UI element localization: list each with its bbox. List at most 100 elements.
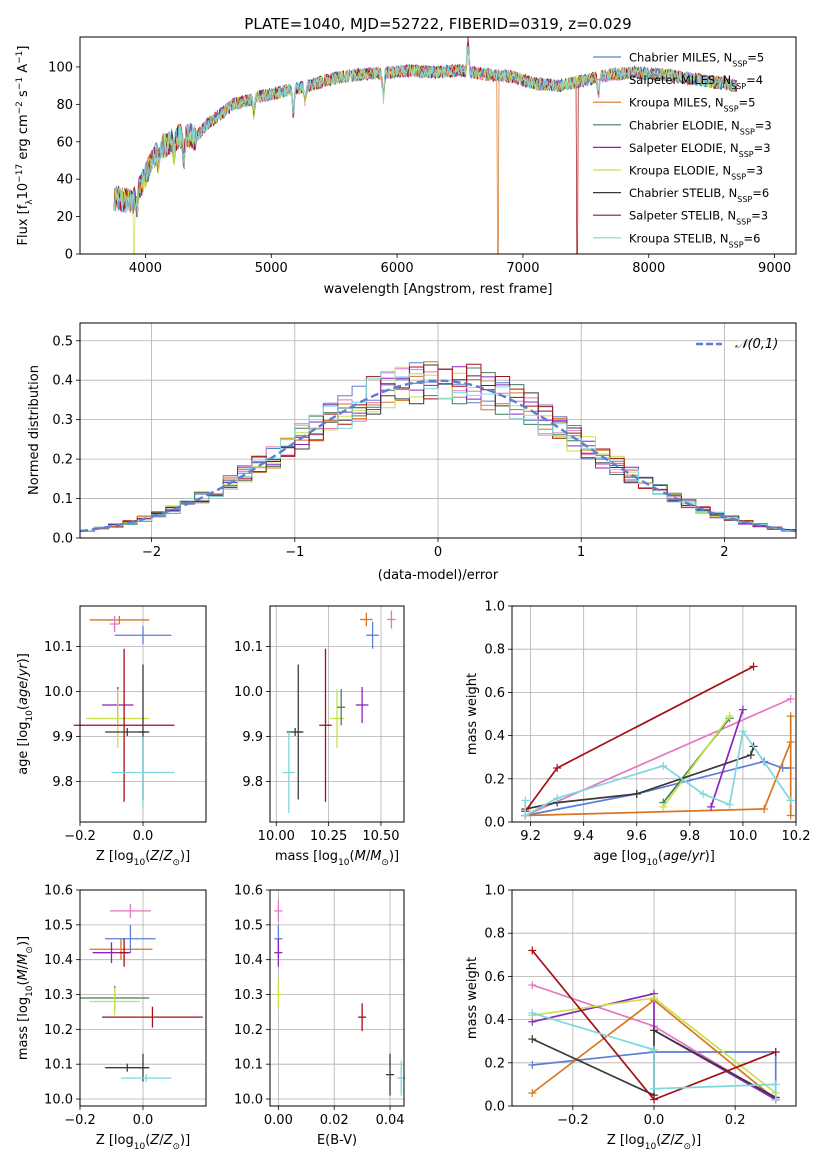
y-tick-label: 10.0 (234, 685, 263, 700)
y-tick-label: 10.0 (44, 685, 73, 700)
y-axis-label: mass weight (465, 957, 480, 1039)
legend-entry: Kroupa MILES, NSSP=5 (629, 96, 756, 114)
panel-frame (79, 605, 207, 823)
plot-layer: 4000 5000 6000 7000 8000 9000020406080100Chab… (15, 36, 810, 1152)
x-tick-label: 9000 (758, 261, 791, 276)
y-tick-label: 0.4 (484, 729, 505, 744)
normal-curve (79, 379, 797, 533)
weight-line-5 (710, 709, 744, 808)
spectrum-legend: Chabrier MILES, NSSP=5 Salpeter MILES, NS… (593, 51, 772, 249)
legend-entry: Salpeter MILES, NSSP=4 (629, 73, 763, 91)
y-tick-label: 10.2 (234, 1023, 263, 1038)
y-tick-label: 10.1 (44, 1058, 73, 1073)
x-tick-label: 8000 (632, 261, 665, 276)
x-axis-label: E(B-V) (317, 1133, 357, 1148)
y-tick-label: 10.4 (234, 953, 263, 968)
y-tick-label: 0.8 (484, 927, 505, 942)
panel-6: −0.2 0.0 10.0 10.1 10.2 10.3 10.4 10.5 10.6 (44, 884, 206, 1128)
x-axis-label: (data-model)/error (378, 568, 499, 583)
x-tick-label: 0.0 (133, 1113, 154, 1128)
x-tick-label: 7000 (506, 261, 539, 276)
y-tick-label: 0.6 (484, 970, 505, 985)
errorbar-group (73, 615, 175, 809)
y-axis-label: age [log10(age/yr)] (16, 653, 35, 775)
x-tick-label: 10.2 (782, 829, 811, 844)
y-tick-label: 10.2 (44, 1023, 73, 1038)
y-tick-label: 0.8 (484, 643, 505, 658)
y-tick-label: 10.5 (234, 918, 263, 933)
panel-8: −0.2 0.0 0.2 0.0 0.2 0.4 0.6 0.8 1.0 (484, 884, 796, 1128)
legend-entry: Kroupa STELIB, NSSP=6 (629, 231, 761, 249)
y-tick-label: 0.2 (484, 772, 505, 787)
panel-frame (79, 889, 207, 1107)
x-tick-label: 0.02 (320, 1113, 349, 1128)
x-tick-label: 9.2 (520, 829, 541, 844)
x-tick-label: 9.6 (626, 829, 647, 844)
y-axis-label: mass [log10(M/M⊙)] (16, 936, 35, 1060)
weight-line-1 (532, 1051, 777, 1100)
y-tick-label: 10.1 (44, 640, 73, 655)
y-tick-label: 0.2 (52, 453, 73, 468)
y-tick-label: 1.0 (484, 600, 505, 615)
x-tick-label: 0.04 (376, 1113, 405, 1128)
x-tick-label: 0.2 (725, 1113, 746, 1128)
x-axis-label: Z [log10(Z/Z⊙)] (96, 849, 190, 868)
x-tick-label: 10.50 (362, 829, 399, 844)
errorbar-group (80, 903, 203, 1083)
y-tick-label: 0.0 (484, 816, 505, 831)
x-axis-label: Z [log10(Z/Z⊙)] (96, 1133, 190, 1152)
panel-5: 9.2 9.4 9.6 9.8 10.0 10.2 0.0 0.2 0.4 0.6 0.8 1.0 (484, 600, 810, 845)
panel-frame (79, 36, 797, 255)
weight-line-8 (524, 665, 754, 812)
legend-entry: Chabrier MILES, NSSP=5 (629, 51, 764, 69)
panel-frame (79, 322, 797, 539)
x-axis-label: Z [log10(Z/Z⊙)] (607, 1133, 701, 1152)
y-tick-label: 80 (56, 98, 73, 113)
x-tick-label: 9.8 (679, 829, 700, 844)
errorbar-group (274, 900, 406, 1096)
x-tick-label: −1 (285, 545, 304, 560)
x-tick-label: 0.0 (644, 1113, 665, 1128)
y-tick-label: 0 (65, 248, 73, 263)
legend-entry: Chabrier STELIB, NSSP=6 (629, 186, 769, 204)
x-tick-label: 0.0 (133, 829, 154, 844)
x-tick-label: 2 (720, 545, 728, 560)
y-tick-label: 10.1 (234, 1058, 263, 1073)
histogram-series-9 (79, 371, 797, 538)
y-tick-label: 10.3 (234, 988, 263, 1003)
x-tick-label: 5000 (255, 261, 288, 276)
y-tick-label: 0.5 (52, 334, 73, 349)
y-axis-label: Normed distribution (27, 365, 42, 495)
y-tick-label: 100 (48, 60, 73, 75)
weight-lines-group (528, 946, 780, 1104)
x-tick-label: −0.2 (557, 1113, 589, 1128)
panel-4: 10.00 10.25 10.50 9.8 9.9 10.0 10.1 (234, 606, 404, 844)
y-tick-label: 10.3 (44, 988, 73, 1003)
weight-line-6 (662, 715, 731, 808)
y-tick-label: 60 (56, 135, 73, 150)
y-tick-label: 0.4 (52, 374, 73, 389)
y-tick-label: 40 (56, 173, 73, 188)
weight-line-1 (525, 760, 791, 817)
weight-line-4 (532, 992, 777, 1101)
y-tick-label: 10.4 (44, 953, 73, 968)
legend-entry: Salpeter ELODIE, NSSP=3 (629, 141, 771, 159)
y-tick-label: 10.0 (234, 1093, 263, 1108)
x-tick-label: −2 (142, 545, 161, 560)
x-axis-label: mass [log10(M/M⊙)] (275, 849, 399, 868)
y-tick-label: 10.0 (44, 1093, 73, 1108)
y-tick-label: 10.6 (234, 884, 263, 899)
y-tick-label: 1.0 (484, 884, 505, 899)
y-tick-label: 9.9 (52, 730, 73, 745)
legend-entry: Salpeter STELIB, NSSP=3 (629, 209, 768, 227)
errorbar-group (282, 610, 396, 813)
panel-frame (269, 605, 405, 823)
x-tick-label: 6000 (381, 261, 414, 276)
x-tick-label: 10.25 (310, 829, 347, 844)
x-tick-label: 1 (577, 545, 585, 560)
x-tick-label: 10.00 (258, 829, 295, 844)
x-tick-label: −0.2 (64, 829, 96, 844)
panel-frame (511, 605, 797, 823)
y-axis-label: mass weight (465, 673, 480, 755)
